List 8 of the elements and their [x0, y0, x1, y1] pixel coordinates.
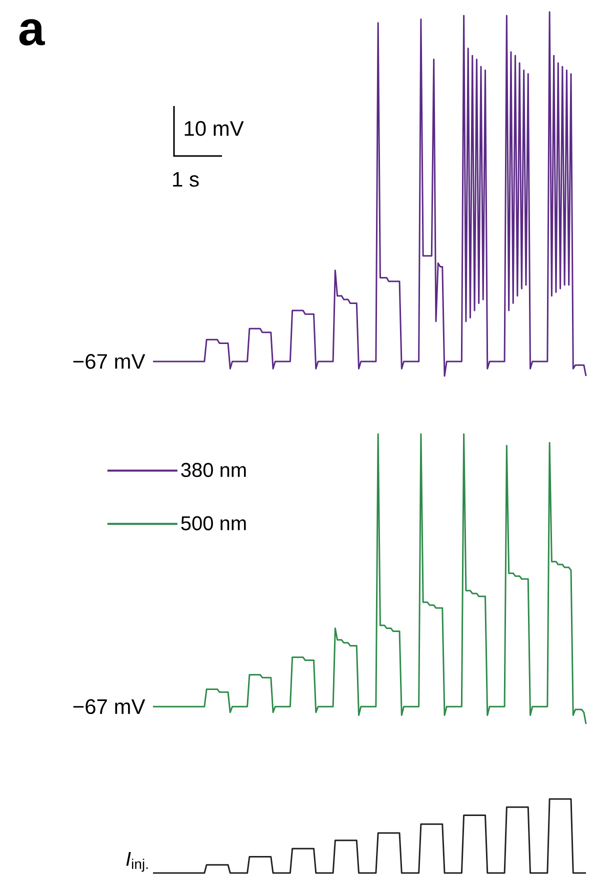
annotation: 1 s	[173, 172, 199, 187]
text: −67 mV	[73, 699, 146, 714]
legend-label: 380 nm	[181, 462, 246, 478]
annotation: 10 mV	[184, 121, 244, 136]
text: −67 mV	[73, 354, 146, 369]
series-label: I$_{inj.}$	[126, 852, 148, 872]
legend-label: 500 nm	[181, 516, 246, 530]
chart-title: a	[19, 19, 45, 46]
